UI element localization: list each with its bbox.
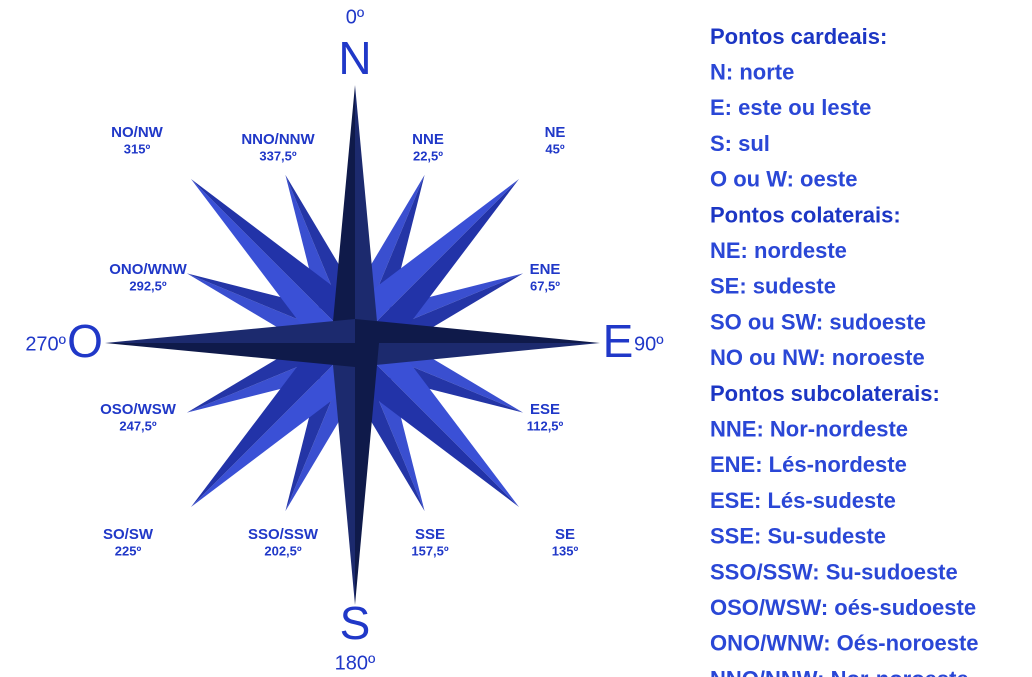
subcollateral-spike	[285, 376, 338, 512]
point-degree: 247,5º	[119, 418, 157, 433]
legend-item: OSO/WSW: oés-sudoeste	[710, 595, 976, 620]
legend-item: SE: sudeste	[710, 274, 836, 299]
point-label: NNE	[412, 131, 444, 148]
cardinal-spike	[331, 343, 355, 605]
point-label: SSO/SSW	[248, 526, 319, 543]
collateral-spike	[191, 364, 354, 507]
point-label: SSE	[415, 526, 445, 543]
west-letter: O	[67, 315, 103, 367]
point-degree: 292,5º	[129, 278, 167, 293]
legend-item: S: sul	[710, 131, 770, 156]
legend-item: ENE: Lés-nordeste	[710, 452, 907, 477]
point-label: SO/SW	[103, 526, 154, 543]
cardinal-spike	[105, 319, 355, 343]
legend-item: SO ou SW: sudoeste	[710, 309, 926, 334]
point-degree: 67,5º	[530, 278, 560, 293]
point-label: NNO/NNW	[241, 131, 315, 148]
collateral-spike	[376, 179, 519, 342]
collateral-spike	[376, 344, 519, 507]
cardinal-spike	[105, 343, 355, 367]
subcollateral-spike	[388, 360, 524, 413]
cardinal-spike	[355, 319, 600, 343]
collateral-spike	[191, 344, 334, 507]
subcollateral-spike	[285, 174, 338, 310]
west-degree: 270º	[25, 333, 66, 355]
collateral-spike	[191, 179, 334, 342]
east-letter: E	[603, 315, 634, 367]
point-degree: 315º	[124, 141, 151, 156]
south-letter: S	[340, 597, 371, 649]
east-degree: 90º	[634, 333, 664, 355]
legend-item: NO ou NW: noroeste	[710, 345, 925, 370]
cardinal-spike	[331, 85, 355, 343]
legend-heading: Pontos subcolaterais:	[710, 381, 940, 406]
legend-item: NE: nordeste	[710, 238, 847, 263]
legend-heading: Pontos colaterais:	[710, 202, 901, 227]
point-label: ENE	[530, 261, 561, 278]
legend-item: NNE: Nor-nordeste	[710, 417, 908, 442]
north-letter: N	[338, 32, 371, 84]
cardinal-spike	[355, 85, 379, 343]
legend-item: E: este ou leste	[710, 95, 871, 120]
point-degree: 337,5º	[259, 148, 297, 163]
legend-item: NNO/NNW: Nor-noroeste	[710, 666, 969, 677]
legend-item: N: norte	[710, 60, 794, 85]
point-degree: 202,5º	[264, 543, 302, 558]
point-degree: 225º	[115, 543, 142, 558]
subcollateral-spike	[372, 376, 425, 512]
south-degree: 180º	[335, 652, 376, 674]
legend-heading: Pontos cardeais:	[710, 24, 887, 49]
cardinal-spike	[355, 343, 600, 367]
point-label: ESE	[530, 401, 560, 418]
collateral-spike	[356, 179, 519, 322]
point-degree: 22,5º	[413, 148, 443, 163]
collateral-spike	[356, 364, 519, 507]
point-label: SE	[555, 526, 575, 543]
point-label: ONO/WNW	[109, 261, 187, 278]
point-degree: 135º	[552, 543, 579, 558]
point-label: NE	[545, 124, 566, 141]
subcollateral-spike	[186, 360, 322, 413]
point-degree: 45º	[545, 141, 564, 156]
point-label: OSO/WSW	[100, 401, 177, 418]
legend-item: O ou W: oeste	[710, 167, 858, 192]
legend-item: ESE: Lés-sudeste	[710, 488, 896, 513]
subcollateral-spike	[372, 174, 425, 310]
point-degree: 112,5º	[527, 418, 564, 433]
point-degree: 157,5º	[411, 543, 449, 558]
subcollateral-spike	[388, 273, 524, 326]
legend-item: SSE: Su-sudeste	[710, 524, 886, 549]
north-degree: 0º	[346, 6, 365, 28]
subcollateral-spike	[186, 273, 322, 326]
compass-rose	[105, 85, 600, 605]
point-label: NO/NW	[111, 124, 164, 141]
cardinal-spike	[355, 343, 379, 605]
collateral-spike	[191, 179, 354, 322]
legend-item: SSO/SSW: Su-sudoeste	[710, 559, 958, 584]
legend-item: ONO/WNW: Oés-noroeste	[710, 631, 979, 656]
